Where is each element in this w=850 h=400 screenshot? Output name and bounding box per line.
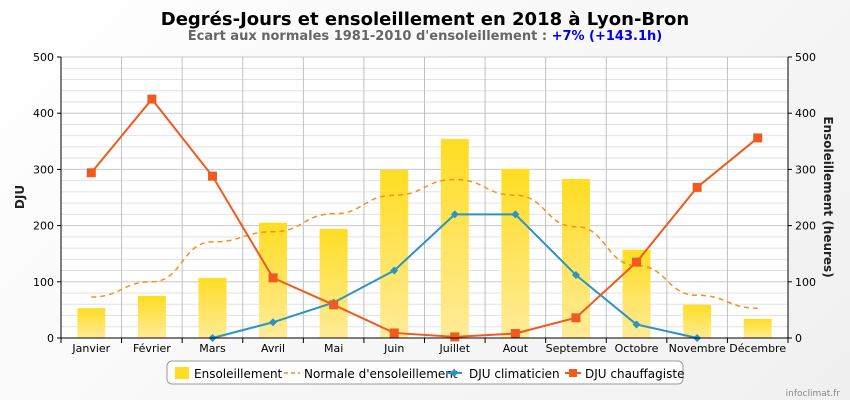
legend-marker-dju-climaticien [450,369,458,377]
y-tick-label-right: 500 [795,51,816,64]
bar-ensoleillement [77,308,106,338]
x-tick-label: Aout [503,342,529,355]
marker-dju-chauffagiste [147,94,157,104]
y-tick-label-right: 400 [795,107,816,120]
marker-dju-climaticien [632,320,641,329]
x-tick-label: Mars [199,342,226,355]
bar-ensoleillement [380,169,409,338]
x-tick-label: Juillet [439,342,471,355]
lines [86,94,763,342]
axes: 0 0 100 100 200 200 300 300 400 400 500 500 Janvier F… [33,51,816,355]
y-tick-label-left: 500 [33,51,54,64]
y-tick-label-right: 200 [795,220,816,233]
x-tick-label: Septembre [546,342,607,355]
marker-dju-climaticien [511,210,520,219]
x-tick-label: Janvier [71,342,110,355]
y-axis-right-label: Ensoleillement (heures) [821,116,835,277]
bar-ensoleillement [319,228,348,338]
x-tick-label: Décembre [729,342,786,355]
marker-dju-chauffagiste [268,273,278,283]
y-tick-label-right: 100 [795,276,816,289]
marker-dju-chauffagiste [450,332,460,342]
subtitle-highlight: +7% (+143.1h) [552,29,663,44]
dju-chauffagiste-line [90,97,759,338]
marker-dju-climaticien [390,266,399,275]
legend-swatch-ensoleillement [175,367,189,379]
y-tick-label-left: 400 [33,107,54,120]
legend-box [166,360,684,385]
y-tick-label-left: 0 [47,332,54,345]
bar-ensoleillement [501,168,530,338]
marker-dju-chauffagiste [753,133,763,143]
bar-ensoleillement [561,178,590,338]
marker-dju-chauffagiste [692,182,702,192]
x-tick-label: Avril [261,342,285,355]
y-tick-label-left: 300 [33,163,54,176]
x-tick-label: Juin [383,342,404,355]
y-tick-label-left: 100 [33,276,54,289]
legend-label-ensoleillement: Ensoleillement [194,367,283,381]
legend-label-dju-climaticien: DJU climaticien [469,367,560,381]
legend-label-dju-chauffagiste: DJU chauffagiste [585,367,684,381]
marker-dju-chauffagiste [510,329,520,339]
marker-dju-chauffagiste [207,171,217,181]
subtitle-text: Ecart aux normales 1981-2010 d'ensoleill… [188,29,552,44]
y-tick-label-left: 200 [33,220,54,233]
marker-dju-chauffagiste [329,300,339,310]
y-axis-left-label: DJU [13,185,27,209]
y-tick-label-right: 0 [795,332,802,345]
bar-ensoleillement [683,304,712,338]
bar-ensoleillement [198,277,227,338]
x-tick-label: Février [133,342,171,355]
x-tick-label: Octobre [615,342,659,355]
y-tick-label-right: 300 [795,163,816,176]
marker-dju-chauffagiste [86,168,96,178]
bar-ensoleillement [137,295,166,338]
marker-dju-climaticien [571,271,580,280]
marker-dju-chauffagiste [571,313,581,323]
marker-dju-chauffagiste [632,257,642,267]
chart-title: Degrés-Jours et ensoleillement en 2018 à… [161,9,689,30]
marker-dju-climaticien [450,210,459,219]
marker-dju-chauffagiste [389,328,399,338]
normale-line [91,178,758,309]
bar-ensoleillement [743,318,772,338]
chart-subtitle: Ecart aux normales 1981-2010 d'ensoleill… [188,29,662,44]
legend-marker-dju-chauffagiste [569,369,577,377]
bar-ensoleillement [440,139,469,338]
x-tick-label: Mai [324,342,343,355]
legend: Ensoleillement Normale d'ensoleillement DJ… [166,360,684,385]
credit: infoclimat.fr [786,389,841,399]
legend-label-normale: Normale d'ensoleillement [304,367,458,381]
x-tick-label: Novembre [669,342,726,355]
marker-dju-climaticien [269,318,278,327]
